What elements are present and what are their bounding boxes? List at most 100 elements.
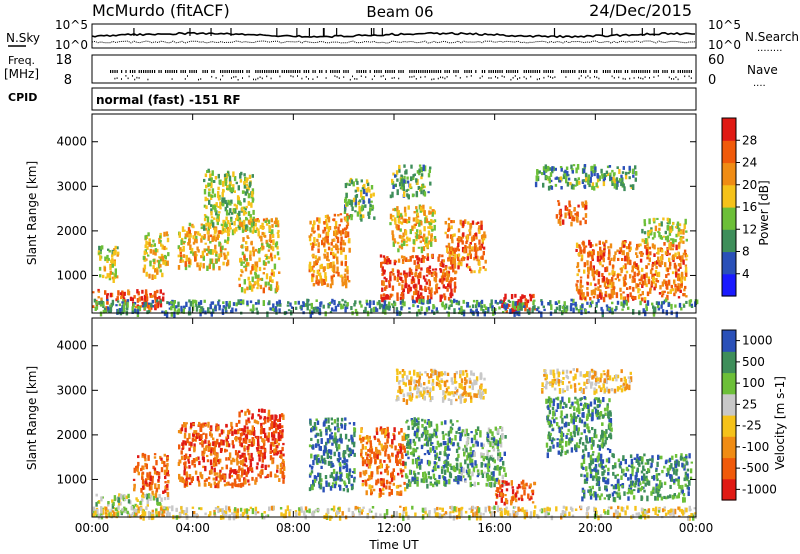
heatmap-cell bbox=[243, 279, 246, 285]
heatmap-cell bbox=[494, 308, 497, 311]
heatmap-cell bbox=[535, 175, 538, 182]
heatmap-cell bbox=[269, 444, 273, 450]
nave-mark bbox=[211, 75, 213, 78]
heatmap-cell bbox=[391, 218, 394, 222]
heatmap-cell bbox=[159, 455, 162, 460]
heatmap-cell bbox=[428, 269, 432, 273]
heatmap-cell bbox=[408, 469, 412, 475]
heatmap-cell bbox=[448, 253, 452, 257]
heatmap-cell bbox=[563, 301, 566, 307]
heatmap-cell bbox=[163, 461, 166, 465]
heatmap-cell bbox=[568, 200, 571, 206]
heatmap-cell bbox=[646, 256, 649, 260]
heatmap-cell bbox=[240, 269, 243, 273]
heatmap-cell bbox=[258, 457, 261, 462]
heatmap-cell bbox=[252, 221, 255, 226]
heatmap-cell bbox=[274, 242, 278, 246]
heatmap-cell bbox=[580, 254, 584, 261]
heatmap-cell bbox=[226, 184, 229, 189]
heatmap-cell bbox=[684, 218, 687, 225]
heatmap-cell bbox=[434, 238, 437, 242]
heatmap-cell bbox=[448, 256, 451, 260]
heatmap-cell bbox=[259, 278, 262, 281]
heatmap-cell bbox=[108, 250, 111, 253]
heatmap-cell bbox=[208, 199, 211, 205]
heatmap-cell bbox=[272, 457, 275, 460]
heatmap-cell bbox=[311, 465, 314, 468]
freq-mark bbox=[464, 70, 466, 73]
heatmap-cell bbox=[402, 218, 405, 223]
heatmap-cell bbox=[423, 233, 426, 238]
freq-mark bbox=[534, 70, 536, 73]
heatmap-cell bbox=[341, 282, 344, 287]
heatmap-cell bbox=[379, 428, 382, 432]
heatmap-cell bbox=[364, 459, 367, 465]
heatmap-cell bbox=[432, 432, 436, 436]
freq-mark bbox=[303, 70, 305, 73]
heatmap-cell bbox=[578, 288, 581, 295]
heatmap-cell bbox=[136, 298, 140, 303]
heatmap-cell bbox=[263, 453, 266, 459]
freq-mark bbox=[149, 70, 151, 73]
heatmap-cell bbox=[242, 440, 245, 444]
heatmap-cell bbox=[137, 305, 140, 312]
heatmap-cell bbox=[655, 260, 659, 265]
heatmap-cell bbox=[162, 490, 165, 494]
heatmap-cell bbox=[392, 273, 395, 276]
heatmap-cell bbox=[199, 474, 203, 478]
heatmap-cell bbox=[125, 495, 128, 499]
heatmap-cell bbox=[318, 476, 322, 482]
heatmap-cell bbox=[360, 207, 363, 212]
heatmap-cell bbox=[227, 443, 231, 448]
heatmap-cell bbox=[383, 300, 386, 307]
nave-mark bbox=[550, 76, 551, 78]
heatmap-cell bbox=[443, 460, 446, 464]
heatmap-cell bbox=[161, 244, 164, 250]
heatmap-cell bbox=[619, 293, 623, 296]
freq-mark bbox=[358, 70, 360, 73]
heatmap-cell bbox=[248, 429, 251, 436]
power-heatmap-cells bbox=[92, 164, 699, 318]
heatmap-cell bbox=[255, 248, 258, 252]
heatmap-cell bbox=[241, 251, 245, 256]
heatmap-cell bbox=[213, 228, 217, 234]
heatmap-cell bbox=[200, 226, 203, 230]
heatmap-cell bbox=[416, 428, 419, 433]
heatmap-cell bbox=[368, 453, 372, 458]
heatmap-cell bbox=[503, 297, 506, 301]
heatmap-cell bbox=[551, 166, 554, 170]
freq-mark bbox=[578, 70, 580, 73]
heatmap-cell bbox=[470, 269, 473, 274]
heatmap-cell bbox=[654, 283, 657, 289]
heatmap-cell bbox=[232, 208, 236, 213]
heatmap-cell bbox=[267, 249, 271, 252]
nave-mark bbox=[409, 76, 411, 78]
heatmap-cell bbox=[340, 424, 343, 429]
heatmap-cell bbox=[245, 241, 248, 245]
heatmap-cell bbox=[434, 478, 437, 481]
heatmap-cell bbox=[366, 456, 369, 460]
heatmap-cell bbox=[313, 475, 317, 481]
heatmap-cell bbox=[309, 311, 312, 318]
heatmap-cell bbox=[609, 309, 612, 313]
heatmap-cell bbox=[317, 457, 320, 463]
heatmap-cell bbox=[370, 488, 373, 493]
heatmap-cell bbox=[448, 448, 451, 451]
heatmap-cell bbox=[306, 298, 309, 305]
heatmap-cell bbox=[254, 266, 257, 272]
heatmap-cell bbox=[420, 247, 424, 254]
heatmap-cell bbox=[572, 184, 576, 187]
heatmap-cell bbox=[308, 268, 311, 273]
heatmap-cell bbox=[246, 262, 249, 266]
heatmap-cell bbox=[227, 429, 230, 436]
heatmap-cell bbox=[475, 236, 478, 240]
heatmap-cell bbox=[402, 460, 405, 467]
heatmap-cell bbox=[439, 451, 442, 455]
heatmap-cell bbox=[376, 470, 379, 475]
heatmap-cell bbox=[640, 253, 644, 257]
heatmap-cell bbox=[145, 493, 149, 500]
heatmap-cell bbox=[448, 437, 451, 444]
heatmap-cell bbox=[299, 305, 302, 309]
heatmap-cell bbox=[432, 268, 435, 271]
heatmap-cell bbox=[379, 471, 383, 475]
